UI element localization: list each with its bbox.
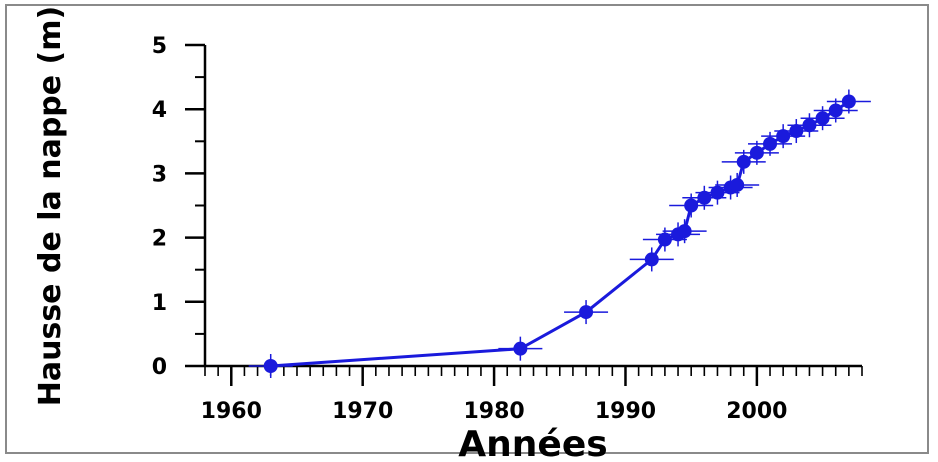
data-point: [813, 98, 858, 123]
point-marker: [730, 177, 745, 192]
x-tick-label: 1980: [463, 399, 524, 424]
x-axis-label: Années: [458, 424, 607, 462]
point-marker: [828, 103, 843, 118]
point-marker: [677, 224, 692, 239]
point-marker: [815, 111, 830, 126]
point-marker: [763, 136, 778, 151]
data-point: [498, 336, 543, 361]
data-point: [721, 149, 766, 174]
y-tick-label: 4: [152, 98, 167, 123]
point-marker: [749, 145, 764, 160]
y-tick-label: 5: [152, 34, 167, 59]
data-point: [629, 247, 674, 272]
data-point: [787, 113, 832, 138]
point-marker: [789, 124, 804, 139]
point-marker: [263, 359, 278, 373]
y-tick-label: 1: [152, 291, 167, 316]
axes: [203, 45, 862, 368]
point-marker: [644, 252, 659, 267]
data-point: [248, 354, 293, 378]
point-marker: [657, 232, 672, 247]
point-marker: [802, 118, 817, 133]
point-marker: [776, 129, 791, 144]
data-point: [826, 89, 871, 114]
point-marker: [513, 341, 528, 356]
data-point: [715, 172, 760, 197]
x-tick-label: 1960: [201, 399, 262, 424]
y-tick-label: 0: [152, 355, 167, 380]
y-tick-label: 2: [152, 227, 167, 252]
data-point: [564, 300, 609, 325]
y-axis-label: Hausse de la nappe (m): [33, 6, 68, 406]
series-group: [248, 89, 871, 378]
chart-frame: [5, 4, 929, 454]
data-point: [669, 193, 714, 218]
data-point: [800, 106, 845, 131]
point-marker: [697, 190, 712, 205]
point-marker: [710, 185, 725, 200]
data-point: [734, 140, 779, 165]
point-marker: [841, 94, 856, 109]
point-marker: [736, 154, 751, 169]
ticks: 0 1 2 3 4 5 1960 1970 1980 1990 2000: [152, 34, 863, 424]
series-line: [270, 100, 850, 368]
point-marker: [579, 305, 594, 320]
x-tick-label: 1990: [595, 399, 656, 424]
x-tick-label: 1970: [332, 399, 393, 424]
data-point: [662, 219, 707, 244]
point-marker: [684, 198, 699, 213]
y-tick-label: 3: [152, 162, 167, 187]
x-tick-label: 2000: [726, 399, 787, 424]
